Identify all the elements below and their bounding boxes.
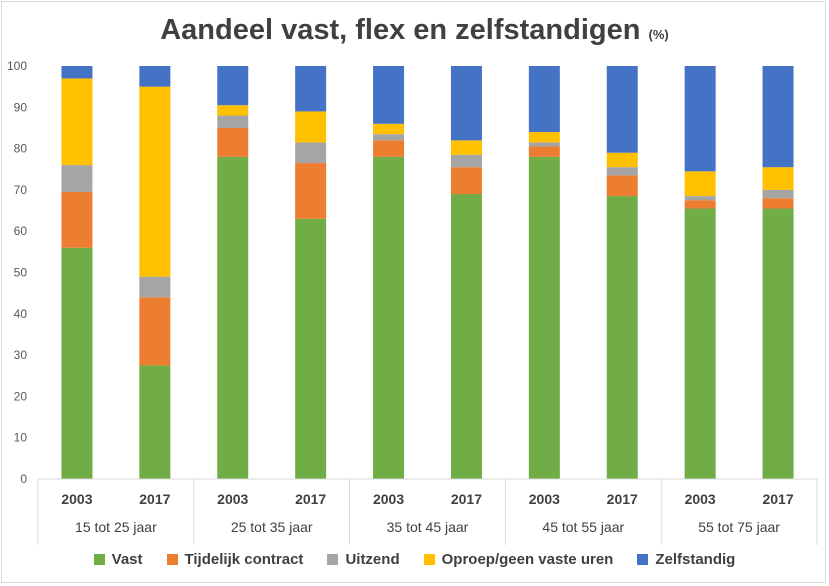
bar-segment-vast <box>606 196 638 479</box>
x-tick-label-year: 2003 <box>685 491 716 507</box>
bar-segment-uitzend <box>373 134 405 141</box>
x-tick-label-year: 2003 <box>217 491 248 507</box>
bar-segment-oproep-geen-vaste-uren <box>217 105 249 116</box>
legend-label: Vast <box>111 551 143 568</box>
bar-segment-vast <box>684 208 716 480</box>
legend-item: Tijdelijk contract <box>166 551 304 568</box>
y-tick-label: 90 <box>14 100 28 114</box>
legend-swatch <box>93 554 105 565</box>
chart-title-container: Aandeel vast, flex en zelfstandigen (%) <box>0 14 829 47</box>
bar-segment-tijdelijk-contract <box>217 127 249 157</box>
legend-item: Uitzend <box>327 551 400 568</box>
x-group-label: 15 tot 25 jaar <box>75 519 157 535</box>
bar-segment-zelfstandig <box>606 66 638 153</box>
legend-swatch <box>637 554 649 565</box>
x-group-label: 35 tot 45 jaar <box>387 519 469 535</box>
bar-segment-vast <box>295 218 327 479</box>
bar-segment-zelfstandig <box>61 66 93 79</box>
bar-segment-tijdelijk-contract <box>295 163 327 219</box>
bar-segment-oproep-geen-vaste-uren <box>528 132 560 143</box>
x-tick-label-year: 2003 <box>529 491 560 507</box>
x-tick-label-year: 2017 <box>607 491 638 507</box>
bar-segment-uitzend <box>295 142 327 164</box>
bar-segment-uitzend <box>528 142 560 147</box>
legend-item: Vast <box>93 551 143 568</box>
x-tick-label-year: 2017 <box>295 491 326 507</box>
bar-segment-vast <box>762 208 794 480</box>
bar-segment-tijdelijk-contract <box>61 191 93 248</box>
bar-segment-zelfstandig <box>217 66 249 106</box>
y-tick-label: 10 <box>14 431 28 445</box>
y-tick-label: 70 <box>14 183 28 197</box>
bar-segment-oproep-geen-vaste-uren <box>139 86 171 277</box>
bar-segment-uitzend <box>61 165 93 192</box>
bar-segment-uitzend <box>762 189 794 199</box>
bar-segment-uitzend <box>684 196 716 201</box>
bar-segment-vast <box>450 194 482 479</box>
bar-segment-zelfstandig <box>139 66 171 87</box>
legend-swatch <box>327 554 339 565</box>
bar-segment-tijdelijk-contract <box>450 167 482 195</box>
bar-segment-vast <box>373 156 405 480</box>
y-tick-label: 30 <box>14 348 28 362</box>
legend-label: Uitzend <box>345 551 400 568</box>
chart-legend: Vast Tijdelijk contract Uitzend Oproep/geen… <box>0 551 829 568</box>
bar-segment-oproep-geen-vaste-uren <box>450 140 482 155</box>
bar-segment-oproep-geen-vaste-uren <box>762 167 794 190</box>
y-tick-label: 50 <box>14 266 28 280</box>
x-tick-label-year: 2017 <box>451 491 482 507</box>
bar-segment-zelfstandig <box>295 66 327 112</box>
bar-segment-uitzend <box>217 115 249 128</box>
y-tick-label: 60 <box>14 224 28 238</box>
legend-swatch <box>166 554 178 565</box>
bar-segment-vast <box>139 365 171 479</box>
bar-segment-tijdelijk-contract <box>684 200 716 209</box>
x-tick-label-year: 2017 <box>762 491 793 507</box>
x-group-label: 55 tot 75 jaar <box>698 519 780 535</box>
y-tick-label: 20 <box>14 389 28 403</box>
bar-segment-zelfstandig <box>528 66 560 133</box>
bar-segment-oproep-geen-vaste-uren <box>61 78 93 166</box>
x-group-label: 25 tot 35 jaar <box>231 519 313 535</box>
bar-segment-zelfstandig <box>373 66 405 124</box>
y-tick-label: 100 <box>7 59 27 73</box>
legend-item: Oproep/geen vaste uren <box>423 551 614 568</box>
bar-segment-zelfstandig <box>450 66 482 141</box>
bar-segment-vast <box>217 156 249 480</box>
bar-segment-tijdelijk-contract <box>528 146 560 157</box>
legend-swatch <box>423 554 435 565</box>
bar-segment-oproep-geen-vaste-uren <box>684 171 716 197</box>
y-tick-label: 80 <box>14 142 28 156</box>
x-group-label: 45 tot 55 jaar <box>542 519 624 535</box>
x-tick-label-year: 2017 <box>139 491 170 507</box>
chart-title-unit: (%) <box>648 27 669 42</box>
bar-segment-vast <box>61 247 93 479</box>
x-tick-label-year: 2003 <box>373 491 404 507</box>
bar-segment-tijdelijk-contract <box>606 175 638 197</box>
bar-segment-zelfstandig <box>684 66 716 172</box>
legend-label: Tijdelijk contract <box>184 551 304 568</box>
bar-segment-tijdelijk-contract <box>373 140 405 157</box>
legend-item: Zelfstandig <box>637 551 735 568</box>
bar-segment-oproep-geen-vaste-uren <box>373 123 405 135</box>
bar-segment-oproep-geen-vaste-uren <box>295 111 327 143</box>
legend-label: Oproep/geen vaste uren <box>441 551 614 568</box>
bar-segment-uitzend <box>606 167 638 176</box>
bar-segment-vast <box>528 156 560 480</box>
y-tick-label: 0 <box>20 472 27 486</box>
bar-segment-tijdelijk-contract <box>762 198 794 209</box>
bar-segment-uitzend <box>450 154 482 168</box>
legend-label: Zelfstandig <box>655 551 736 568</box>
x-tick-label-year: 2003 <box>61 491 92 507</box>
y-tick-label: 40 <box>14 307 28 321</box>
bar-segment-tijdelijk-contract <box>139 297 171 366</box>
bar-segment-uitzend <box>139 276 171 298</box>
chart-title: Aandeel vast, flex en zelfstandigen <box>160 14 641 46</box>
bar-segment-zelfstandig <box>762 66 794 168</box>
bar-segment-oproep-geen-vaste-uren <box>606 152 638 168</box>
